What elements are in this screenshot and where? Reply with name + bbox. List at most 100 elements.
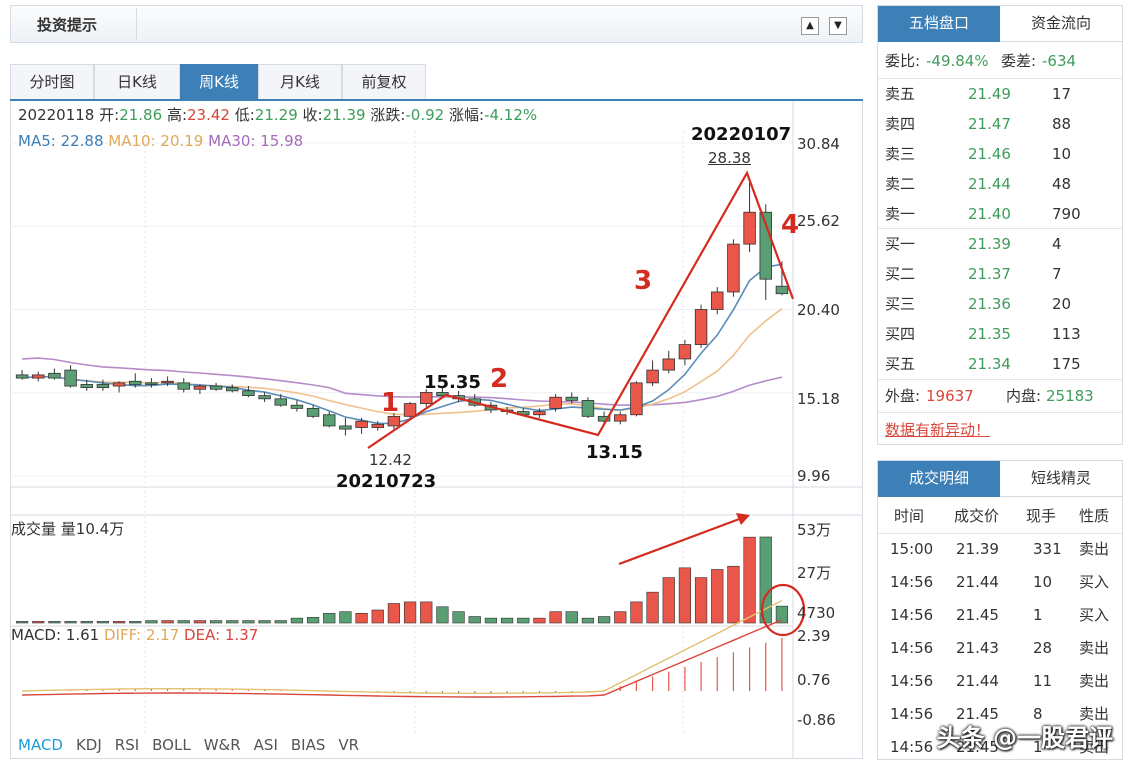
volume-trend-arrow [618, 516, 743, 566]
volume-bar [775, 605, 789, 624]
volume-bar [597, 616, 611, 624]
volume-bar [64, 621, 77, 624]
bid-row: 买五 21.34 175 [885, 355, 1081, 373]
candle-body [694, 309, 708, 345]
volume-bar [614, 611, 627, 624]
candle-body [775, 285, 789, 295]
candle-body [371, 423, 384, 428]
volume-bars [15, 536, 789, 624]
trade-row: 14:56 21.44 11 卖出 [890, 672, 1110, 690]
trade-row: 14:56 21.45 1 买入 [890, 606, 1110, 624]
info-low: 21.29 [254, 106, 298, 124]
candle-body [177, 382, 190, 390]
volume-bar [339, 611, 352, 624]
price-axis-label: 9.96 [797, 467, 831, 485]
kline-chart[interactable] [10, 101, 863, 759]
candle-body [565, 396, 578, 401]
candle-body [112, 382, 126, 387]
volume-bar [517, 617, 530, 624]
info-open: 21.86 [119, 106, 163, 124]
tab-daily-k[interactable]: 日K线 [94, 64, 180, 99]
candlesticks [15, 182, 789, 436]
scroll-down-icon[interactable]: ▼ [829, 17, 847, 35]
wave-label-2: 2 [490, 364, 509, 394]
tab-weekly-k[interactable]: 周K线 [180, 64, 258, 99]
macd-axis-label: 0.76 [797, 671, 831, 689]
ma30-line [22, 357, 783, 407]
tab-trade-detail[interactable]: 成交明细 [878, 461, 1000, 497]
trade-table-header: 时间 成交价 现手 性质 [894, 507, 1110, 525]
tab-asi[interactable]: ASI [253, 736, 278, 754]
tab-forward-adjust[interactable]: 前复权 [342, 64, 426, 99]
trade-row: 15:00 21.39 331 卖出 [890, 540, 1110, 558]
volume-bar [96, 621, 110, 624]
volume-bar [694, 577, 708, 624]
tab-short-term-spirit[interactable]: 短线精灵 [1000, 461, 1122, 497]
ma5-value: MA5: 22.88 [18, 132, 104, 150]
peak-date-annotation: 20220107 [691, 124, 792, 145]
mid-low-annotation: 13.15 [586, 442, 643, 463]
volume-bar [129, 621, 142, 624]
candle-body [387, 415, 401, 427]
volume-highlight-circle [760, 583, 806, 637]
scroll-up-icon[interactable]: ▲ [801, 17, 819, 35]
info-change: -0.92 [405, 106, 445, 124]
candle-body [80, 384, 93, 389]
trade-row: 14:56 21.45 1 卖出 [890, 738, 1110, 756]
low-date-annotation: 20210723 [336, 471, 437, 492]
volume-bar [290, 617, 304, 624]
chart-grid [10, 101, 863, 759]
tab-fund-flow[interactable]: 资金流向 [1000, 6, 1122, 42]
candle-body [646, 369, 659, 384]
tab-monthly-k[interactable]: 月K线 [258, 64, 342, 99]
ma30-value: MA30: 15.98 [208, 132, 304, 150]
candle-body [15, 374, 29, 379]
volume-bar [630, 601, 643, 624]
volume-bar [500, 617, 514, 624]
volume-bar [436, 606, 449, 624]
volume-bar [452, 611, 465, 624]
watermark: 头条 @一股君评 [936, 724, 1113, 752]
candle-body [678, 344, 692, 360]
candle-body [306, 407, 320, 417]
tab-macd[interactable]: MACD [18, 736, 63, 754]
tab-kdj[interactable]: KDJ [75, 736, 102, 754]
tab-vr[interactable]: VR [338, 736, 360, 754]
volume-bar [355, 612, 368, 624]
tab-wr[interactable]: W&R [203, 736, 241, 754]
tab-order-book[interactable]: 五档盘口 [878, 6, 1000, 42]
candle-body [242, 390, 255, 397]
tab-boll[interactable]: BOLL [152, 736, 191, 754]
candle-body [323, 414, 336, 427]
mid-high-annotation: 15.35 [424, 372, 481, 393]
candle-body [614, 414, 627, 422]
trade-row: 14:56 21.45 8 卖出 [890, 705, 1110, 723]
bid-row: 买二 21.37 7 [885, 265, 1062, 283]
ask-row: 卖三 21.46 10 [885, 145, 1072, 163]
price-axis-label: 15.18 [797, 390, 840, 408]
macd-label: MACD: 1.61 DIFF: 2.17 DEA: 1.37 [11, 626, 259, 644]
wave-label-3: 3 [634, 266, 653, 296]
volume-axis-label: 27万 [797, 564, 832, 582]
bid-row: 买三 21.36 20 [885, 295, 1072, 313]
candle-body [581, 400, 595, 417]
candle-body [32, 374, 45, 379]
tab-intraday[interactable]: 分时图 [10, 64, 94, 99]
ask-row: 卖二 21.44 48 [885, 175, 1072, 193]
section-title: 投资提示 [37, 16, 98, 34]
ask-row: 卖五 21.49 17 [885, 85, 1072, 103]
volume-bar [258, 620, 271, 624]
title-separator [127, 8, 137, 40]
candle-body [549, 396, 562, 409]
volume-bar [743, 536, 756, 624]
info-high: 23.42 [187, 106, 230, 124]
anomaly-link[interactable]: 数据有新异动！ [885, 421, 991, 439]
candle-body [161, 380, 174, 384]
tab-bias[interactable]: BIAS [290, 736, 326, 754]
ma10-value: MA10: 20.19 [108, 132, 204, 150]
candle-body [630, 382, 643, 416]
candle-body [743, 211, 756, 245]
tab-rsi[interactable]: RSI [114, 736, 140, 754]
ohlc-info: 20220118 开:21.86 高:23.42 低:21.29 收:21.39… [18, 106, 538, 124]
ma-info: MA5: 22.88 MA10: 20.19 MA30: 15.98 [18, 132, 303, 150]
